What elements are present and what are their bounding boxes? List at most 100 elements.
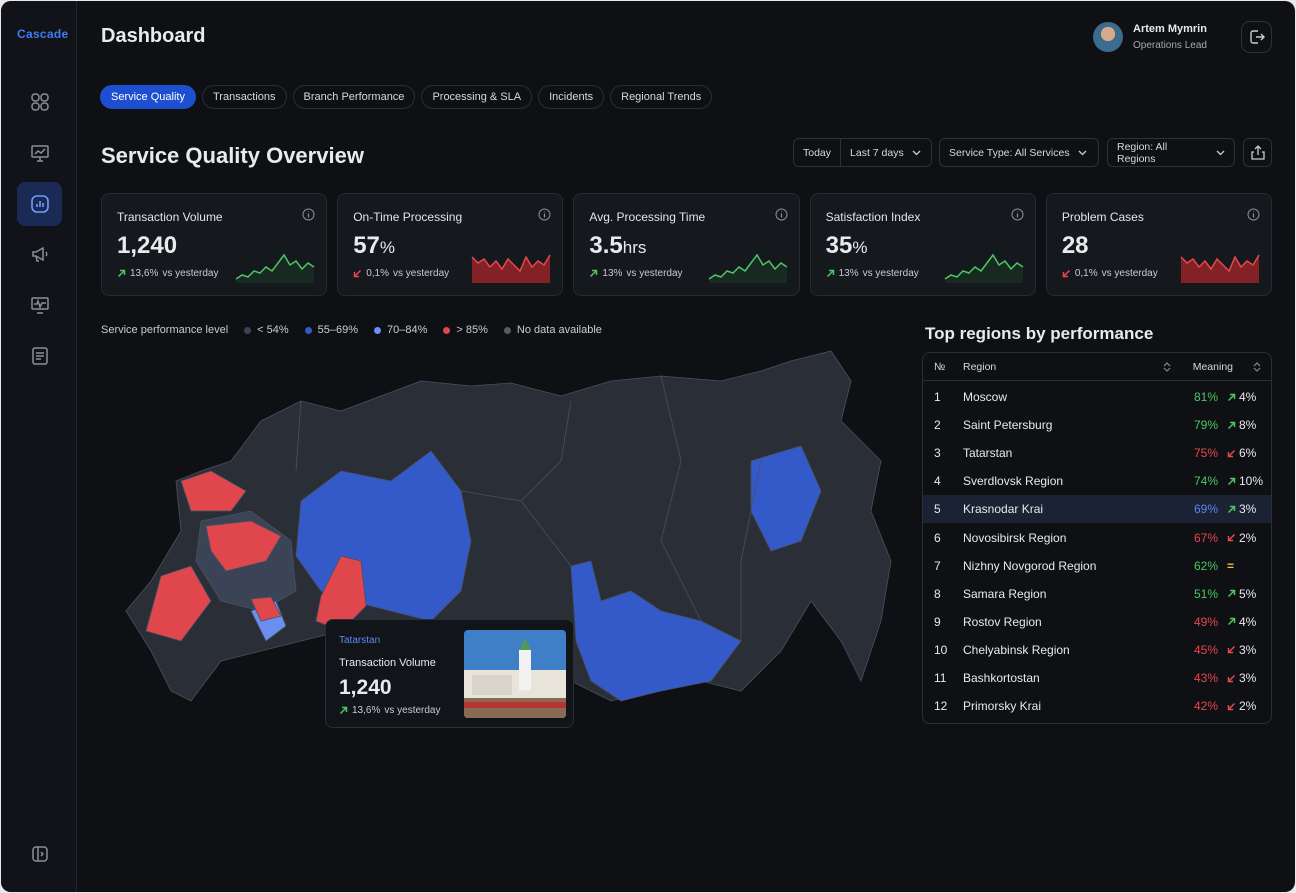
change-value: 13% bbox=[838, 268, 859, 279]
legend-item[interactable]: < 54% bbox=[244, 324, 289, 336]
nav-monitor[interactable] bbox=[17, 131, 62, 175]
change-value: 2% bbox=[1239, 530, 1257, 545]
legend-label: No data available bbox=[516, 324, 602, 336]
info-circle bbox=[538, 208, 551, 221]
nav-reports[interactable] bbox=[17, 334, 62, 378]
legend-title: Service performance level bbox=[101, 324, 229, 336]
column-header[interactable]: Meaning bbox=[1192, 360, 1233, 373]
rank: 11 bbox=[934, 671, 947, 685]
avatar[interactable] bbox=[1093, 22, 1123, 52]
arrow-shape bbox=[826, 269, 834, 278]
service-filter[interactable]: Service Type: All Services bbox=[939, 138, 1099, 167]
rank: 4 bbox=[934, 474, 941, 489]
table-row[interactable]: 6 Novosibirsk Region 67% 2% bbox=[923, 524, 1271, 552]
rank: 2 bbox=[934, 418, 941, 433]
range-today[interactable]: Today bbox=[794, 139, 842, 166]
change-value: 8% bbox=[1239, 418, 1257, 433]
tab[interactable]: Incidents bbox=[538, 85, 605, 109]
kpi-number: 1,240 bbox=[117, 232, 178, 259]
table-row[interactable]: 1 Moscow 81% 4% bbox=[923, 383, 1271, 411]
sparkline-line bbox=[944, 253, 1024, 280]
kpi-label: Problem Cases bbox=[1061, 210, 1144, 224]
sort-icon bbox=[1253, 361, 1261, 372]
region-value: 42% bbox=[1193, 699, 1218, 714]
table-row[interactable]: 12 Primorsky Krai 42% 2% bbox=[923, 692, 1271, 720]
table-row[interactable]: 10 Chelyabinsk Region 45% 3% bbox=[923, 636, 1271, 664]
region-filter[interactable]: Region: All Regions bbox=[1107, 138, 1235, 167]
change-value: 4% bbox=[1239, 390, 1257, 404]
legend-item[interactable]: 70–84% bbox=[374, 324, 427, 336]
arrow-shape bbox=[117, 269, 126, 278]
icon bbox=[1249, 30, 1265, 44]
change-value: = bbox=[1227, 558, 1235, 573]
region-change: 3% bbox=[1227, 671, 1256, 685]
kpi-label: Satisfaction Index bbox=[825, 210, 921, 224]
arrow-shape bbox=[1227, 674, 1236, 682]
arrow-shape bbox=[1227, 589, 1236, 598]
chevron bbox=[1216, 150, 1225, 155]
map-region bbox=[180, 470, 247, 512]
legend-item[interactable]: No data available bbox=[503, 324, 602, 336]
range-select[interactable]: Last 7 days bbox=[841, 139, 930, 166]
legend-item[interactable]: > 85% bbox=[443, 324, 488, 336]
share-button[interactable] bbox=[1243, 138, 1272, 167]
table-row[interactable]: 4 Sverdlovsk Region 74% 10% bbox=[923, 467, 1271, 495]
nav-quality[interactable] bbox=[17, 182, 62, 226]
legend-label: > 85% bbox=[456, 324, 488, 336]
logout-button[interactable] bbox=[1241, 21, 1272, 53]
range-label: Last 7 days bbox=[850, 146, 904, 159]
legend-item[interactable]: 55–69% bbox=[304, 324, 358, 336]
tab[interactable]: Processing & SLA bbox=[421, 85, 533, 109]
icon bbox=[31, 347, 48, 365]
tab[interactable]: Branch Performance bbox=[292, 85, 416, 109]
nav-campaigns[interactable] bbox=[17, 232, 62, 276]
table-row[interactable]: 8 Samara Region 51% 5% bbox=[923, 580, 1271, 608]
legend-swatch bbox=[503, 326, 511, 334]
region-value: 51% bbox=[1193, 586, 1218, 601]
icon bbox=[31, 246, 47, 262]
nav-overview[interactable] bbox=[17, 80, 62, 124]
table-row[interactable]: 7 Nizhny Novgorod Region 62% = bbox=[923, 552, 1271, 580]
service-label: Service Type: All Services bbox=[949, 146, 1070, 159]
map-tooltip: Tatarstan Transaction Volume 1,240 13,6%… bbox=[325, 619, 574, 728]
tab[interactable]: Regional Trends bbox=[610, 85, 713, 109]
sparkline-line bbox=[708, 253, 788, 280]
tab[interactable]: Transactions bbox=[201, 85, 287, 109]
sparkline-line bbox=[1180, 254, 1260, 273]
kpi-number: 28 bbox=[1061, 232, 1089, 259]
table-row[interactable]: 2 Saint Petersburg 79% 8% bbox=[923, 411, 1271, 439]
map-borders bbox=[295, 375, 762, 641]
table-row[interactable]: 5 Krasnodar Krai 69% 3% bbox=[923, 495, 1271, 524]
table-row[interactable]: 11 Bashkortostan 43% 3% bbox=[923, 664, 1271, 692]
region-name: Primorsky Krai bbox=[963, 699, 1042, 714]
kpi-number: 3.5 bbox=[589, 232, 623, 259]
info-icon bbox=[538, 208, 551, 221]
sparkline-area bbox=[472, 255, 551, 283]
brand: Cascade bbox=[17, 27, 69, 41]
nav-collapse[interactable] bbox=[17, 832, 62, 876]
kpi-card: Problem Cases 28 0,1% vs yesterday bbox=[1045, 193, 1273, 296]
tab[interactable]: Service Quality bbox=[100, 85, 196, 109]
user-role: Operations Lead bbox=[1133, 40, 1207, 51]
table-row[interactable]: 9 Rostov Region 49% 4% bbox=[923, 608, 1271, 636]
rank: 7 bbox=[934, 558, 941, 573]
region-photo bbox=[464, 630, 566, 718]
arrow-shape bbox=[1227, 393, 1236, 401]
region-name: Tatarstan bbox=[963, 446, 1013, 461]
kpi-label: On-Time Processing bbox=[353, 210, 463, 224]
chevron bbox=[1078, 150, 1087, 155]
change-value: 3% bbox=[1239, 502, 1257, 517]
sparkline-line bbox=[235, 253, 315, 280]
arrow-shape bbox=[353, 269, 362, 278]
region-change: 8% bbox=[1227, 418, 1256, 432]
tab-bar: Service Quality Transactions Branch Perfor… bbox=[100, 85, 713, 109]
trend-arrow bbox=[1227, 505, 1236, 513]
column-header[interactable]: Region bbox=[963, 360, 997, 373]
table-row[interactable]: 3 Tatarstan 75% 6% bbox=[923, 439, 1271, 467]
nav-activity[interactable] bbox=[17, 283, 62, 327]
trend-arrow bbox=[1227, 533, 1236, 542]
trend-arrow bbox=[1227, 702, 1236, 710]
